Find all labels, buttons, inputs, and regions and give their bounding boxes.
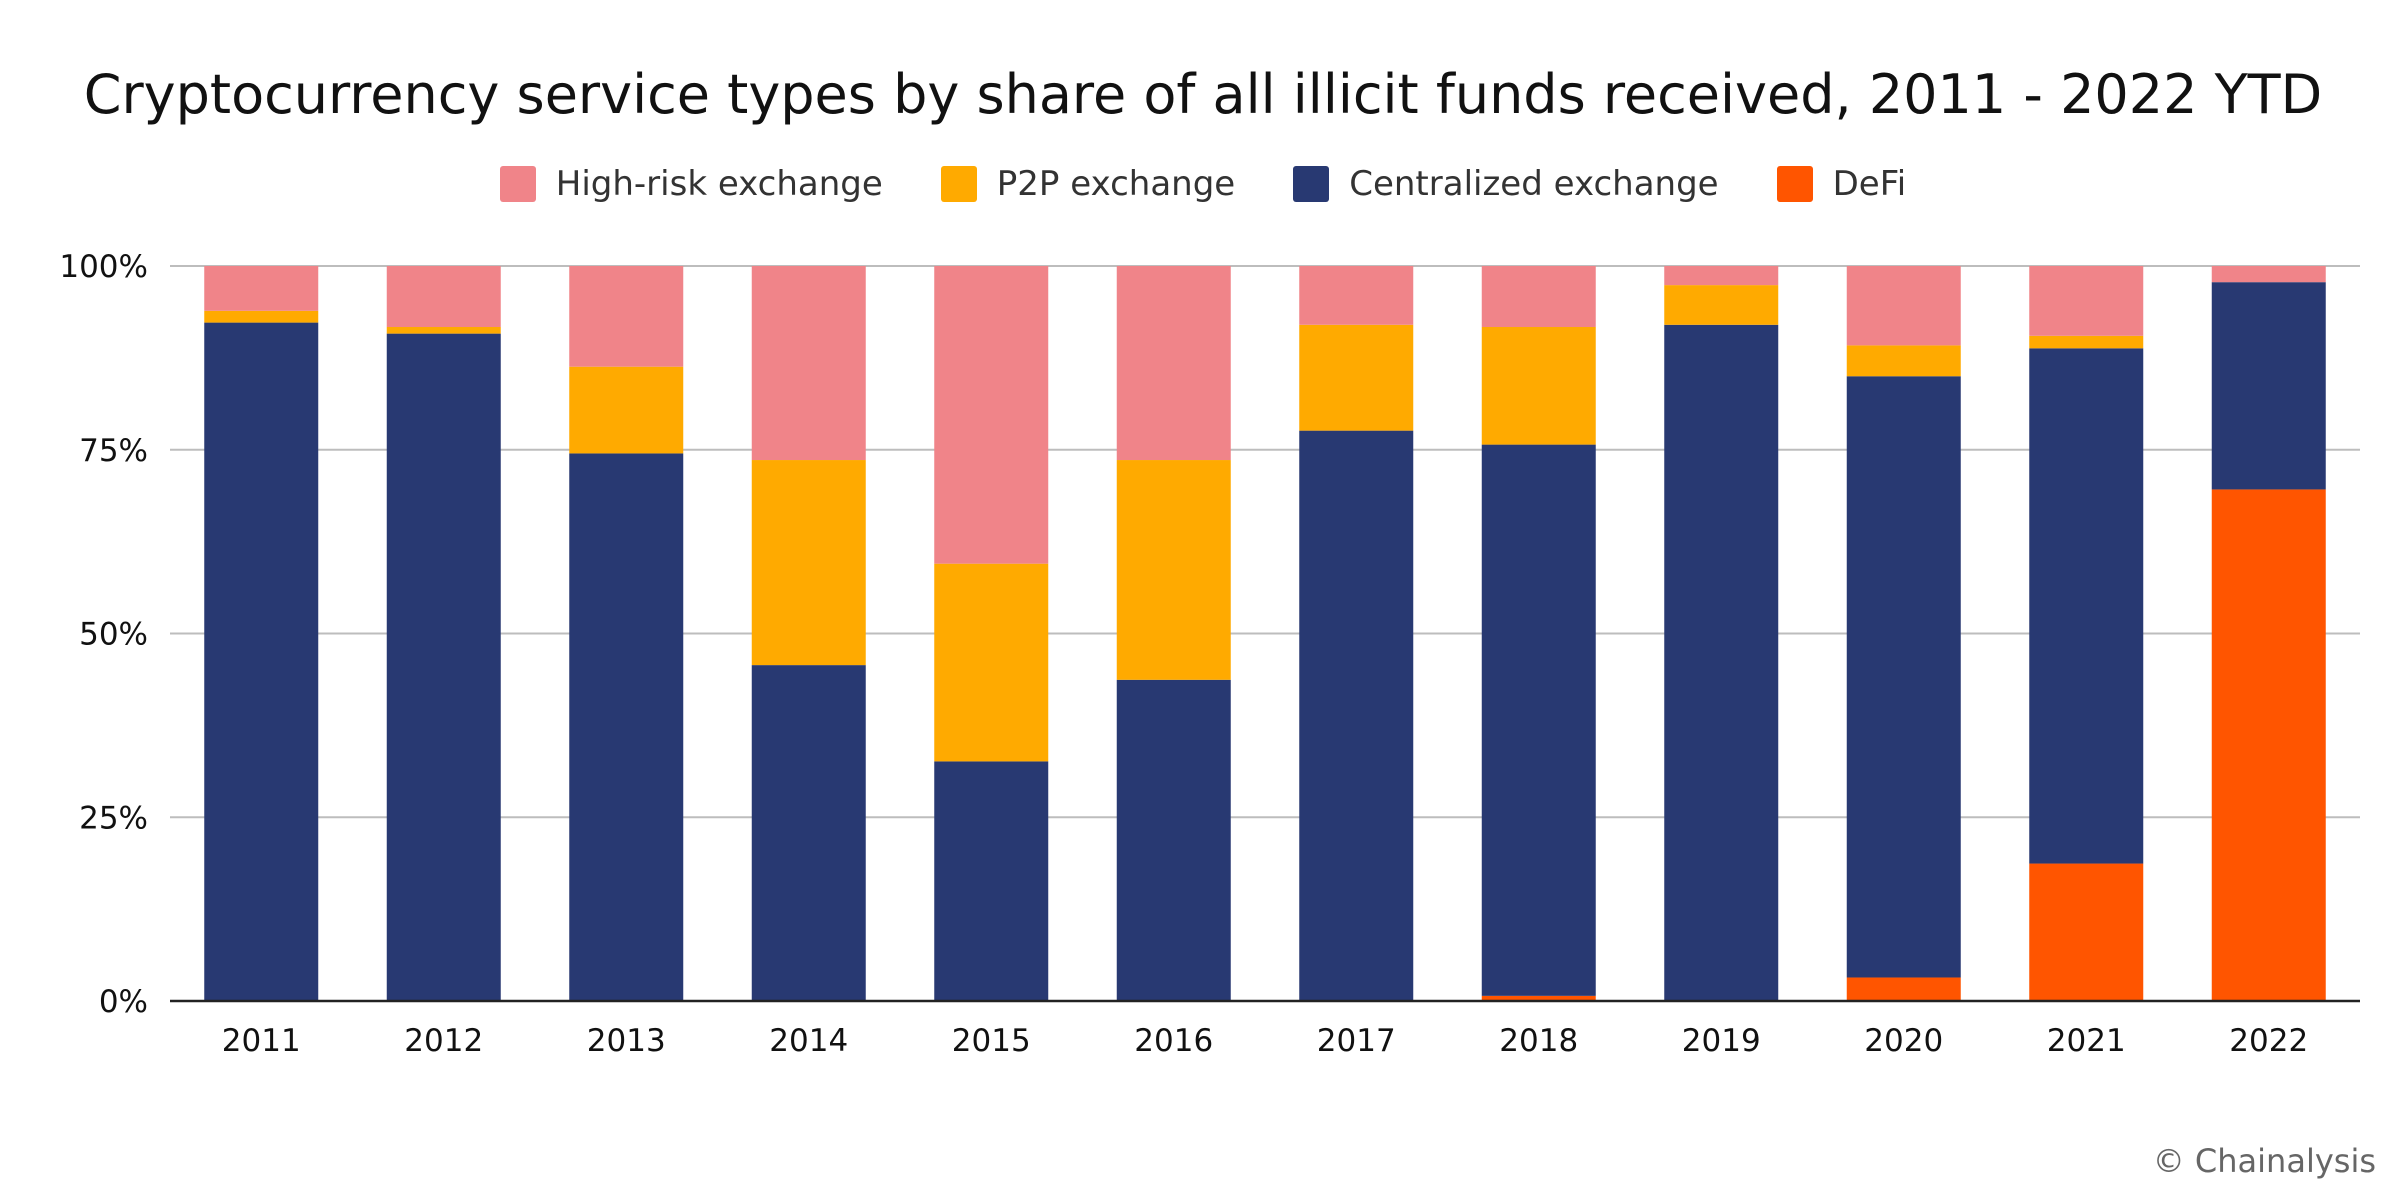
- bar-p2p-exchange-2018: [1481, 327, 1596, 445]
- bar-high-risk-exchange-2013: [569, 266, 684, 367]
- x-tick-label: 2011: [222, 1023, 301, 1059]
- legend-swatch-centralized-exchange: [1293, 166, 1330, 202]
- gridlines: [170, 265, 2360, 819]
- bar-p2p-exchange-2019: [1664, 285, 1779, 325]
- x-tick-label: 2012: [404, 1023, 483, 1059]
- bar-centralized-exchange-2022: [2211, 282, 2326, 490]
- bar-centralized-exchange-2021: [2029, 348, 2144, 864]
- y-axis-ticks: 0% 25% 50% 75% 100%: [59, 249, 148, 1020]
- bar-centralized-exchange-2012: [386, 333, 501, 1001]
- legend-label-p2p-exchange: P2P exchange: [996, 164, 1236, 204]
- legend-item-defi: DeFi: [1776, 164, 1907, 204]
- bar-centralized-exchange-2017: [1299, 430, 1414, 1001]
- bar-high-risk-exchange-2015: [934, 266, 1049, 564]
- bar-centralized-exchange-2014: [751, 665, 866, 1001]
- bar-centralized-exchange-2020: [1846, 376, 1961, 978]
- bar-p2p-exchange-2013: [569, 366, 684, 454]
- y-tick-label: 50%: [79, 617, 148, 653]
- y-tick-label: 75%: [79, 433, 148, 469]
- bar-defi-2018: [1481, 995, 1596, 1001]
- bar-defi-2020: [1846, 977, 1961, 1001]
- y-tick-label: 100%: [59, 249, 148, 285]
- x-tick-label: 2022: [2229, 1023, 2308, 1059]
- y-tick-label: 25%: [79, 800, 148, 836]
- legend-item-centralized-exchange: Centralized exchange: [1293, 164, 1719, 204]
- legend-swatch-defi: [1776, 166, 1813, 202]
- bars: [204, 266, 2326, 1002]
- x-tick-label: 2020: [1864, 1023, 1943, 1059]
- bar-centralized-exchange-2011: [204, 322, 319, 1002]
- bar-p2p-exchange-2012: [386, 327, 501, 334]
- y-tick-label: 0%: [99, 984, 148, 1020]
- x-tick-label: 2018: [1499, 1023, 1578, 1059]
- bar-high-risk-exchange-2020: [1846, 266, 1961, 346]
- bar-p2p-exchange-2020: [1846, 345, 1961, 377]
- legend: High-risk exchange P2P exchange Centrali…: [0, 160, 2406, 208]
- legend-label-high-risk-exchange: High-risk exchange: [555, 164, 883, 204]
- bar-high-risk-exchange-2012: [386, 266, 501, 328]
- bar-p2p-exchange-2017: [1299, 324, 1414, 431]
- x-tick-label: 2019: [1682, 1023, 1761, 1059]
- bar-centralized-exchange-2018: [1481, 444, 1596, 996]
- bar-high-risk-exchange-2016: [1116, 266, 1231, 461]
- legend-item-p2p-exchange: P2P exchange: [940, 164, 1236, 204]
- legend-label-centralized-exchange: Centralized exchange: [1349, 164, 1719, 204]
- legend-swatch-high-risk-exchange: [499, 166, 536, 202]
- bar-high-risk-exchange-2017: [1299, 266, 1414, 325]
- source-credit: © Chainalysis: [2152, 1142, 2376, 1180]
- legend-label-defi: DeFi: [1832, 164, 1907, 204]
- bar-high-risk-exchange-2018: [1481, 266, 1596, 328]
- x-tick-label: 2017: [1317, 1023, 1396, 1059]
- bar-p2p-exchange-2011: [204, 310, 319, 323]
- bar-high-risk-exchange-2014: [751, 266, 866, 461]
- bar-high-risk-exchange-2022: [2211, 266, 2326, 283]
- bar-p2p-exchange-2014: [751, 460, 866, 666]
- bar-high-risk-exchange-2021: [2029, 266, 2144, 336]
- x-axis-ticks: 2011 2012 2013 2014 2015 2016 2017 2018 2019 2020…: [222, 1023, 2308, 1059]
- bar-centralized-exchange-2016: [1116, 679, 1231, 1001]
- x-tick-label: 2014: [769, 1023, 848, 1059]
- legend-item-high-risk-exchange: High-risk exchange: [499, 164, 883, 204]
- bar-high-risk-exchange-2011: [204, 266, 319, 311]
- bar-high-risk-exchange-2019: [1664, 266, 1779, 286]
- bar-defi-2021: [2029, 863, 2144, 1001]
- bar-defi-2022: [2211, 489, 2326, 1001]
- bar-centralized-exchange-2015: [934, 761, 1049, 1001]
- chart-title: Cryptocurrency service types by share of…: [83, 63, 2323, 126]
- x-tick-label: 2021: [2047, 1023, 2126, 1059]
- x-tick-label: 2016: [1134, 1023, 1213, 1059]
- x-tick-label: 2013: [587, 1023, 666, 1059]
- bar-p2p-exchange-2016: [1116, 460, 1231, 680]
- bar-centralized-exchange-2019: [1664, 324, 1779, 1001]
- legend-swatch-p2p-exchange: [940, 166, 977, 202]
- x-tick-label: 2015: [952, 1023, 1031, 1059]
- bar-centralized-exchange-2013: [569, 453, 684, 1001]
- bar-p2p-exchange-2015: [934, 563, 1049, 762]
- bar-p2p-exchange-2021: [2029, 335, 2144, 349]
